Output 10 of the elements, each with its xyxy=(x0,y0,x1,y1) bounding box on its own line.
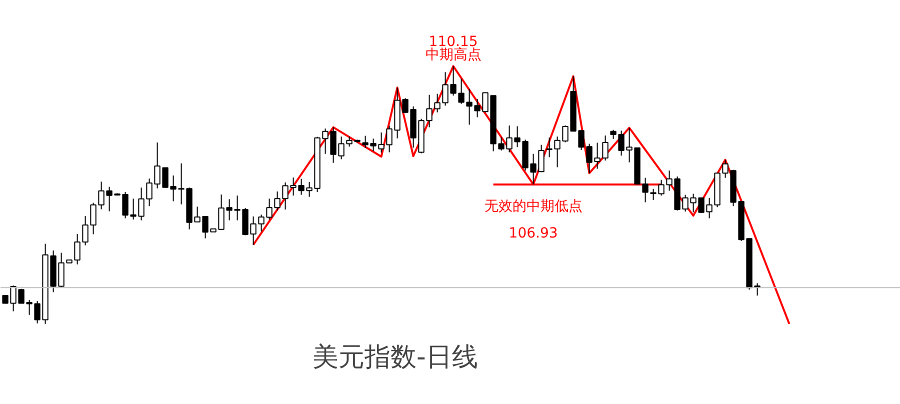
candlestick xyxy=(74,233,80,265)
annotation: 无效的中期低点 xyxy=(484,198,582,214)
candlestick xyxy=(274,190,280,212)
candlestick xyxy=(610,129,616,140)
candlestick xyxy=(642,177,648,203)
text: 美元指数-日线 xyxy=(312,342,478,372)
annotation: 106.93 xyxy=(508,225,558,242)
candlestick xyxy=(82,215,88,246)
candlestick xyxy=(602,135,608,162)
candlestick xyxy=(546,137,552,158)
